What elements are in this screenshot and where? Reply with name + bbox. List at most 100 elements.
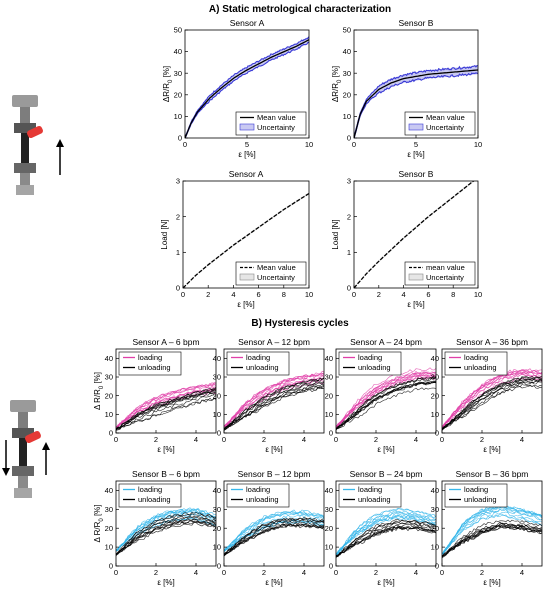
- x-axis-label: ε [%]: [483, 578, 500, 587]
- unloading-curve: [224, 523, 324, 555]
- x-tick-label: 6: [426, 290, 430, 299]
- y-tick-label: 40: [431, 354, 439, 363]
- legend-label: loading: [358, 485, 382, 494]
- x-tick-label: 0: [352, 140, 356, 149]
- unloading-curve: [116, 394, 216, 430]
- y-axis-label: Δ R/R0 [%]: [93, 372, 105, 410]
- y-tick-label: 40: [213, 486, 221, 495]
- unloading-curve: [116, 511, 216, 555]
- legend-label: Uncertainty: [257, 273, 295, 282]
- unloading-curve: [442, 519, 542, 558]
- mean-line: [354, 69, 478, 138]
- y-tick-label: 40: [174, 47, 182, 56]
- y-tick-label: 40: [105, 486, 113, 495]
- plot-area: [116, 382, 216, 431]
- axes-box: [441, 480, 543, 567]
- plot-area: [183, 192, 309, 288]
- y-tick-label: 30: [213, 505, 221, 514]
- uncertainty-edge: [185, 36, 309, 138]
- x-tick-label: 0: [222, 435, 226, 444]
- y-tick-label: 20: [105, 391, 113, 400]
- y-tick-label: 40: [105, 354, 113, 363]
- loading-curve: [224, 511, 324, 553]
- y-tick-label: 1: [347, 248, 351, 257]
- loading-curve: [336, 511, 436, 556]
- chart-a-sensor-a-load: Sensor A 0 2 4 6 8 10 0 1 2 3 ε [%] Load [N] Mean val…: [160, 169, 313, 309]
- x-tick-label: 2: [206, 290, 210, 299]
- section-b-title: B) Hysteresis cycles: [251, 318, 349, 329]
- y-tick-label: 30: [213, 373, 221, 382]
- y-tick-label: 10: [174, 112, 182, 121]
- y-tick-label: 0: [109, 429, 113, 438]
- legend-label: mean value: [426, 263, 465, 272]
- loading-curve: [336, 371, 436, 429]
- unloading-curve: [442, 524, 542, 557]
- x-tick-label: 2: [374, 568, 378, 577]
- legend-label: Mean value: [426, 113, 465, 122]
- legend-label: unloading: [138, 363, 171, 372]
- loading-curve: [442, 374, 542, 427]
- loading-curve: [336, 513, 436, 554]
- x-axis-label: ε [%]: [483, 445, 500, 454]
- y-tick-label: 30: [105, 505, 113, 514]
- x-tick-label: 2: [154, 568, 158, 577]
- y-tick-label: 40: [325, 354, 333, 363]
- legend-label: unloading: [246, 495, 279, 504]
- unloading-curve: [442, 381, 542, 430]
- loading-curve: [442, 505, 542, 555]
- y-tick-label: 40: [431, 486, 439, 495]
- loading-curve: [336, 371, 436, 428]
- tensile-machine-photo-bottom: [2, 400, 50, 498]
- x-tick-label: 10: [305, 290, 313, 299]
- y-tick-label: 30: [431, 505, 439, 514]
- y-tick-label: 20: [431, 391, 439, 400]
- plot-area: [185, 36, 309, 138]
- y-tick-label: 20: [325, 391, 333, 400]
- legend-swatch-uncertainty: [408, 123, 424, 131]
- mean-line: [354, 181, 475, 288]
- x-tick-label: 5: [245, 140, 249, 149]
- y-tick-label: 10: [105, 543, 113, 552]
- uncertainty-edge: [354, 72, 478, 138]
- x-tick-label: 2: [262, 568, 266, 577]
- x-axis-label: ε [%]: [407, 300, 424, 309]
- legend-label: Uncertainty: [426, 123, 464, 132]
- x-tick-label: 2: [377, 290, 381, 299]
- legend-label: Mean value: [257, 263, 296, 272]
- loading-curve: [116, 512, 216, 551]
- unloading-curve: [224, 521, 324, 557]
- legend-swatch-uncertainty: [408, 273, 424, 281]
- plot-area: [354, 64, 478, 138]
- unloading-curve: [116, 391, 216, 430]
- legend-label: unloading: [246, 363, 279, 372]
- x-axis-label: ε [%]: [157, 578, 174, 587]
- unloading-curve: [442, 385, 542, 431]
- legend-label: loading: [464, 353, 488, 362]
- unloading-curve: [224, 381, 324, 429]
- x-axis-label: ε [%]: [157, 445, 174, 454]
- unloading-curve: [116, 388, 216, 429]
- y-tick-label: 3: [347, 177, 351, 186]
- y-tick-label: 0: [178, 134, 182, 143]
- y-tick-label: 10: [325, 410, 333, 419]
- axes-box: [115, 480, 217, 567]
- section-a-title: A) Static metrological characterization: [209, 4, 391, 15]
- loading-curve: [224, 512, 324, 552]
- chart-title: Sensor B – 24 bpm: [350, 469, 423, 479]
- y-tick-label: 20: [325, 524, 333, 533]
- loading-curve: [336, 370, 436, 427]
- legend-label: loading: [358, 353, 382, 362]
- y-axis-label: Load [N]: [160, 219, 169, 249]
- loading-curve: [442, 511, 542, 556]
- y-tick-label: 0: [109, 562, 113, 571]
- loading-curve: [442, 506, 542, 555]
